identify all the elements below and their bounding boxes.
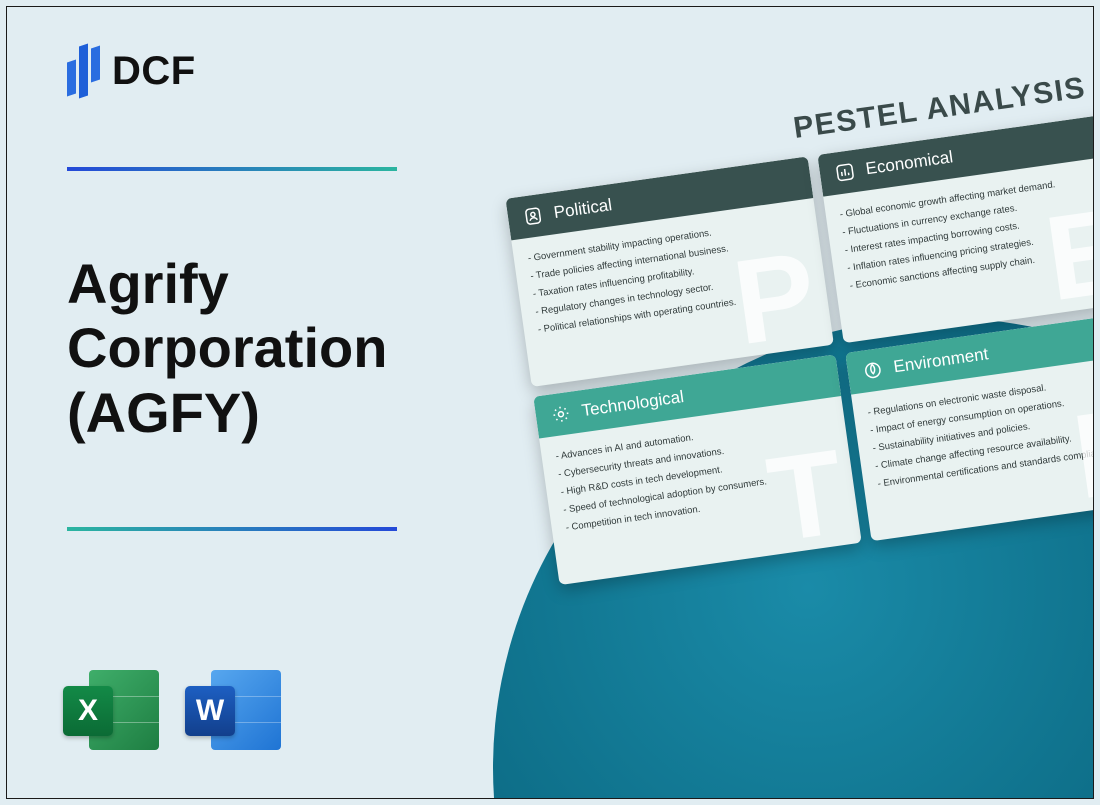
card-title: Environment <box>892 344 989 377</box>
excel-icon: X <box>63 664 159 756</box>
divider-top <box>67 167 397 171</box>
card-environment: Environment - Regulations on electronic … <box>845 311 1094 542</box>
slide-frame: DCF Agrify Corporation (AGFY) X W PESTEL… <box>6 6 1094 799</box>
card-title: Political <box>553 195 614 223</box>
gear-icon <box>549 402 574 427</box>
leaf-icon <box>860 358 885 383</box>
card-political: Political - Government stability impacti… <box>505 156 833 387</box>
page-title: Agrify Corporation (AGFY) <box>67 252 487 445</box>
bar-chart-icon <box>833 160 858 185</box>
person-icon <box>521 204 546 229</box>
card-economical: Economical - Global economic growth affe… <box>817 113 1094 344</box>
logo-text: DCF <box>112 49 196 94</box>
card-title: Economical <box>864 147 954 179</box>
pestel-panel: PESTEL ANALYSIS Political - Government s… <box>499 67 1094 585</box>
card-title: Technological <box>580 387 685 421</box>
divider-bottom <box>67 527 397 531</box>
file-type-icons: X W <box>63 664 281 756</box>
word-letter: W <box>185 686 235 736</box>
logo-mark <box>67 45 100 97</box>
excel-letter: X <box>63 686 113 736</box>
pestel-grid: Political - Government stability impacti… <box>505 113 1094 585</box>
word-icon: W <box>185 664 281 756</box>
logo: DCF <box>67 45 196 97</box>
